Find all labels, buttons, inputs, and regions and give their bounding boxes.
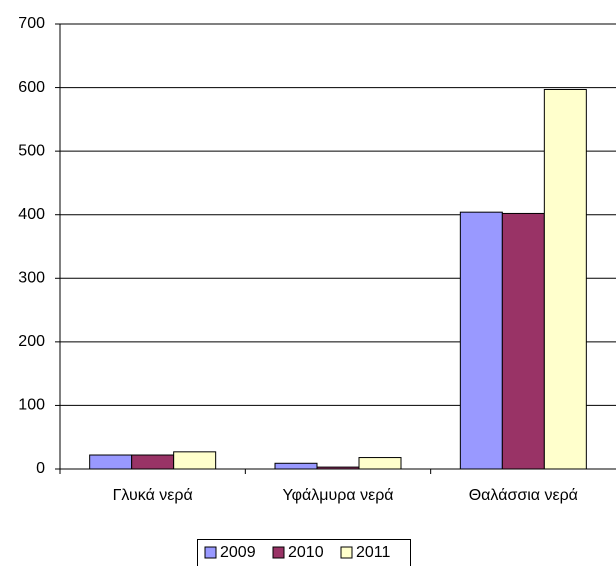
bar <box>274 462 318 470</box>
legend-swatch <box>204 546 217 559</box>
y-tick-label: 0 <box>36 460 45 477</box>
x-tick-label: Θαλάσσια νερά <box>469 487 578 504</box>
y-tick-label: 100 <box>18 397 45 414</box>
y-tick-label: 700 <box>18 15 45 32</box>
bar <box>459 211 503 470</box>
legend-label: 2011 <box>356 544 391 561</box>
bar <box>89 454 133 470</box>
y-tick-label: 400 <box>18 206 45 223</box>
y-tick-label: 500 <box>18 142 45 159</box>
x-tick-label: Γλυκά νερά <box>113 487 193 504</box>
bar <box>543 88 587 470</box>
x-tick-label: Υφάλμυρα νερά <box>282 487 393 504</box>
legend-swatch <box>340 546 353 559</box>
y-tick-label: 300 <box>18 270 45 287</box>
bar <box>173 451 217 470</box>
legend-box <box>197 539 411 566</box>
bar <box>131 454 175 470</box>
legend-swatch <box>272 546 285 559</box>
y-tick-label: 600 <box>18 79 45 96</box>
y-tick-label: 200 <box>18 333 45 350</box>
bar <box>501 212 545 470</box>
legend-label: 2009 <box>220 544 256 561</box>
bar <box>358 457 402 470</box>
legend-label: 2010 <box>288 544 324 561</box>
